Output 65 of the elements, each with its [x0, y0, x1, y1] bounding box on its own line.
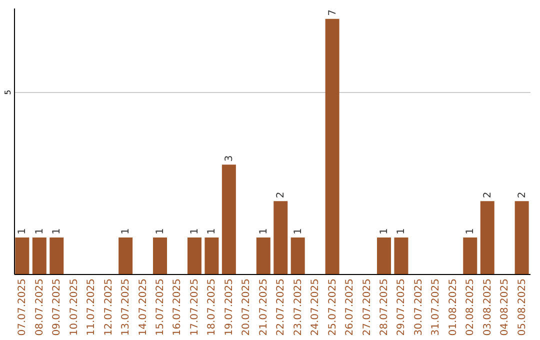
- x-tick-label: 27.07.2025: [362, 278, 373, 336]
- x-tick-label: 19.07.2025: [224, 278, 235, 336]
- x-tick-label: 22.07.2025: [276, 278, 287, 336]
- data-label: 2: [482, 192, 494, 198]
- bar: [256, 238, 270, 274]
- data-label: 1: [34, 228, 46, 235]
- data-label: 1: [378, 228, 390, 235]
- x-tick-label: 09.07.2025: [52, 278, 63, 336]
- data-label: 1: [292, 228, 304, 235]
- data-label: 1: [206, 228, 218, 235]
- bar: [222, 164, 236, 274]
- bar: [290, 238, 305, 274]
- data-label: 1: [120, 228, 132, 235]
- bar: [118, 238, 133, 274]
- x-tick-label: 28.07.2025: [378, 278, 390, 336]
- bar: [325, 18, 340, 274]
- data-label: 7: [327, 10, 338, 16]
- y-tick-label: 5: [4, 90, 12, 95]
- data-label: 1: [258, 228, 270, 235]
- x-tick-label: 12.07.2025: [103, 278, 114, 336]
- data-label: 2: [276, 192, 287, 198]
- data-label: 3: [224, 155, 235, 162]
- bar: [480, 201, 494, 274]
- x-tick-label: 29.07.2025: [396, 278, 408, 336]
- x-tick-label: 04.08.2025: [500, 278, 511, 336]
- bar: [394, 238, 408, 274]
- x-tick-label: 08.07.2025: [34, 278, 46, 336]
- x-tick-label: 31.07.2025: [430, 278, 442, 336]
- x-tick-label: 05.08.2025: [516, 278, 528, 336]
- x-tick-label: 07.07.2025: [17, 278, 28, 336]
- bar: [153, 238, 168, 274]
- x-tick-label: 11.07.2025: [86, 278, 98, 336]
- bar: [50, 238, 64, 274]
- x-tick-label: 24.07.2025: [310, 278, 322, 336]
- bar: [32, 238, 46, 274]
- x-tick-label: 01.08.2025: [448, 278, 459, 336]
- data-label: 2: [516, 192, 528, 198]
- x-tick-label: 13.07.2025: [120, 278, 132, 336]
- x-tick-label: 14.07.2025: [138, 278, 149, 336]
- data-label: 1: [189, 228, 200, 235]
- x-tick-label: 15.07.2025: [155, 278, 166, 336]
- data-label: 1: [396, 228, 408, 235]
- x-tick-label: 23.07.2025: [292, 278, 304, 336]
- bar: [274, 201, 288, 274]
- bar: [204, 238, 219, 274]
- data-label: 1: [52, 228, 63, 235]
- bar: [187, 238, 202, 274]
- x-tick-label: 21.07.2025: [258, 278, 270, 336]
- bar: [376, 238, 391, 274]
- x-tick-label: 16.07.2025: [172, 278, 184, 336]
- bar: [463, 238, 478, 274]
- x-tick-label: 30.07.2025: [413, 278, 424, 336]
- x-tick-label: 26.07.2025: [344, 278, 356, 336]
- x-tick-label: 17.07.2025: [189, 278, 200, 336]
- bar: [15, 238, 30, 274]
- bar: [514, 201, 529, 274]
- x-tick-label: 18.07.2025: [206, 278, 218, 336]
- data-label: 1: [17, 228, 28, 235]
- x-tick-label: 20.07.2025: [241, 278, 252, 336]
- data-label: 1: [155, 228, 166, 235]
- x-tick-label: 10.07.2025: [68, 278, 80, 336]
- x-tick-label: 25.07.2025: [327, 278, 338, 336]
- x-tick-label: 02.08.2025: [465, 278, 476, 336]
- x-tick-label: 03.08.2025: [482, 278, 494, 336]
- data-label: 1: [465, 228, 476, 235]
